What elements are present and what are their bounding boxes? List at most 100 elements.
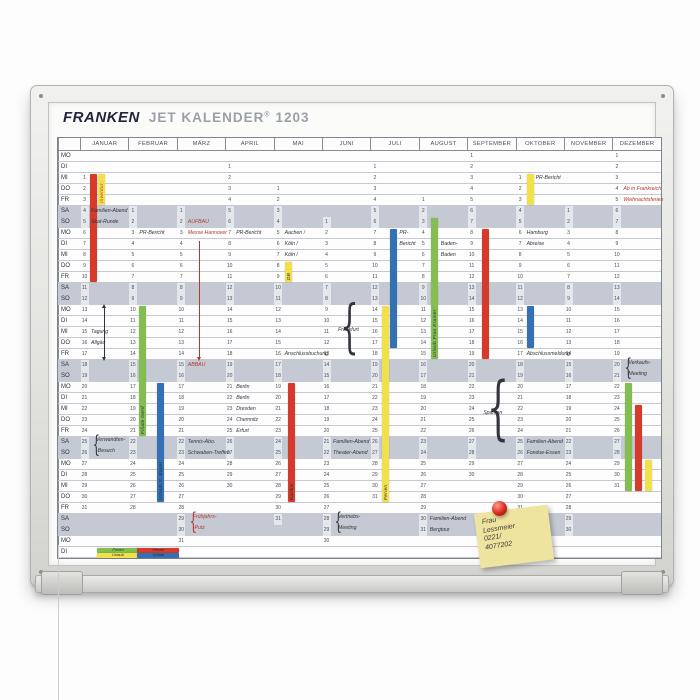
day-number: 8	[276, 263, 280, 269]
day-number: 27	[370, 448, 379, 459]
day-number: 29	[564, 514, 573, 525]
day-number: 25	[565, 472, 572, 478]
magnet-strip[interactable]	[645, 460, 653, 491]
day-number: 31	[614, 483, 620, 489]
magnet-strip[interactable]: DB	[284, 262, 292, 282]
day-number: 20	[178, 417, 185, 423]
day-number: 10	[419, 294, 428, 305]
day-number: 30	[564, 525, 573, 536]
day-number: 8	[518, 252, 522, 258]
day-number: 4	[516, 206, 525, 217]
day-number: 29	[420, 505, 427, 511]
magnet-strip[interactable]	[526, 306, 534, 348]
tray-end-cap	[41, 571, 83, 595]
day-number: 18	[226, 351, 233, 357]
day-row	[58, 404, 661, 415]
day-number: 7	[322, 283, 331, 294]
parked-strip[interactable]: Urlaub	[97, 552, 139, 558]
day-number: 14	[612, 294, 621, 305]
day-number: 5	[516, 217, 525, 228]
day-number: 5	[80, 217, 89, 228]
day-number: 24	[372, 417, 378, 423]
day-row	[58, 525, 661, 536]
magnet-strip[interactable]: Karibik	[287, 383, 295, 502]
magnet-strip[interactable]: Filiale Genf	[139, 306, 147, 436]
parked-strip[interactable]: Messe	[137, 547, 180, 553]
handwritten-entry: Tennis-Abo.	[187, 439, 216, 445]
day-number: 6	[325, 274, 328, 280]
handwritten-entry: Familien-Abend	[526, 439, 563, 445]
parked-strip[interactable]: Urlaub	[137, 552, 180, 558]
handwritten-entry: Anschlussbuchung	[284, 351, 329, 357]
magnet-strip[interactable]	[526, 174, 534, 205]
day-number: 28	[565, 505, 572, 511]
day-number: 20	[517, 384, 523, 390]
day-number: 18	[565, 395, 572, 401]
day-number: 1	[421, 197, 425, 203]
parked-strip[interactable]: Ferien	[97, 547, 139, 553]
sticky-note[interactable]: Frau Lessmeier 0221/ 4077202	[473, 504, 555, 569]
magnet-strip[interactable]: Urlaub Frau Kramer	[430, 218, 438, 359]
day-number: 4	[228, 197, 232, 203]
day-label: MO	[61, 153, 71, 159]
handwritten-entry: ABBAU	[187, 362, 206, 368]
magnet-strip[interactable]	[90, 174, 97, 282]
brace-label: Spanien	[483, 409, 503, 416]
day-number: 10	[517, 274, 523, 280]
day-number: 5	[615, 197, 619, 203]
day-number: 13	[612, 283, 621, 294]
magnet-strip[interactable]	[625, 383, 633, 491]
day-number: 25	[226, 428, 233, 434]
handwritten-entry: PR-Bericht	[236, 230, 262, 236]
magnet-strip[interactable]: Ferien	[382, 306, 390, 502]
day-number: 8	[322, 294, 331, 305]
day-number: 26	[516, 448, 525, 459]
day-number: 3	[228, 186, 232, 192]
day-label: MI	[61, 483, 68, 489]
brace-label: Meeting	[628, 371, 647, 377]
handwritten-entry: Dresden	[236, 406, 256, 412]
arrow-head-down	[102, 357, 106, 361]
day-number: 10	[274, 283, 283, 294]
day-number: 13	[323, 351, 330, 357]
day-number: 5	[131, 252, 135, 258]
strip-label: Urlaub S. Bayer	[159, 461, 165, 500]
month-header: MÄRZ	[176, 138, 226, 151]
day-number: 6	[179, 263, 183, 269]
day-number: 7	[467, 217, 476, 228]
day-number: 24	[323, 472, 330, 478]
day-number: 1	[470, 153, 474, 159]
day-number: 9	[470, 241, 474, 247]
day-row	[58, 217, 661, 228]
day-number: 16	[468, 318, 475, 324]
magnet-strip[interactable]	[482, 229, 490, 359]
magnet-strip[interactable]	[635, 405, 643, 491]
day-number: 12	[80, 294, 89, 305]
day-number: 26	[614, 428, 620, 434]
day-number: 16	[128, 371, 137, 382]
day-row	[58, 261, 661, 272]
day-number: 29	[226, 472, 233, 478]
day-number: 12	[275, 307, 281, 313]
day-number: 19	[468, 351, 475, 357]
magnet-strip[interactable]	[390, 229, 398, 348]
day-number: 9	[83, 263, 86, 269]
day-number: 21	[565, 428, 572, 434]
day-number: 10	[178, 307, 185, 313]
magnet-pin-icon[interactable]	[492, 501, 507, 516]
day-row	[58, 448, 661, 459]
day-number: 25	[468, 417, 475, 423]
day-number: 4	[567, 241, 570, 247]
day-number: 16	[419, 360, 428, 371]
day-number: 16	[323, 384, 330, 390]
day-number: 23	[468, 395, 475, 401]
day-number: 31	[372, 494, 378, 500]
magnet-strip[interactable]: Inventur	[98, 174, 105, 205]
day-number: 29	[275, 494, 281, 500]
day-number: 20	[370, 371, 379, 382]
strip-label: Urlaub	[112, 552, 124, 557]
day-row	[58, 239, 661, 250]
day-row	[58, 250, 661, 261]
magnet-strip[interactable]: Urlaub S. Bayer	[157, 383, 165, 502]
day-number: 15	[614, 307, 620, 313]
